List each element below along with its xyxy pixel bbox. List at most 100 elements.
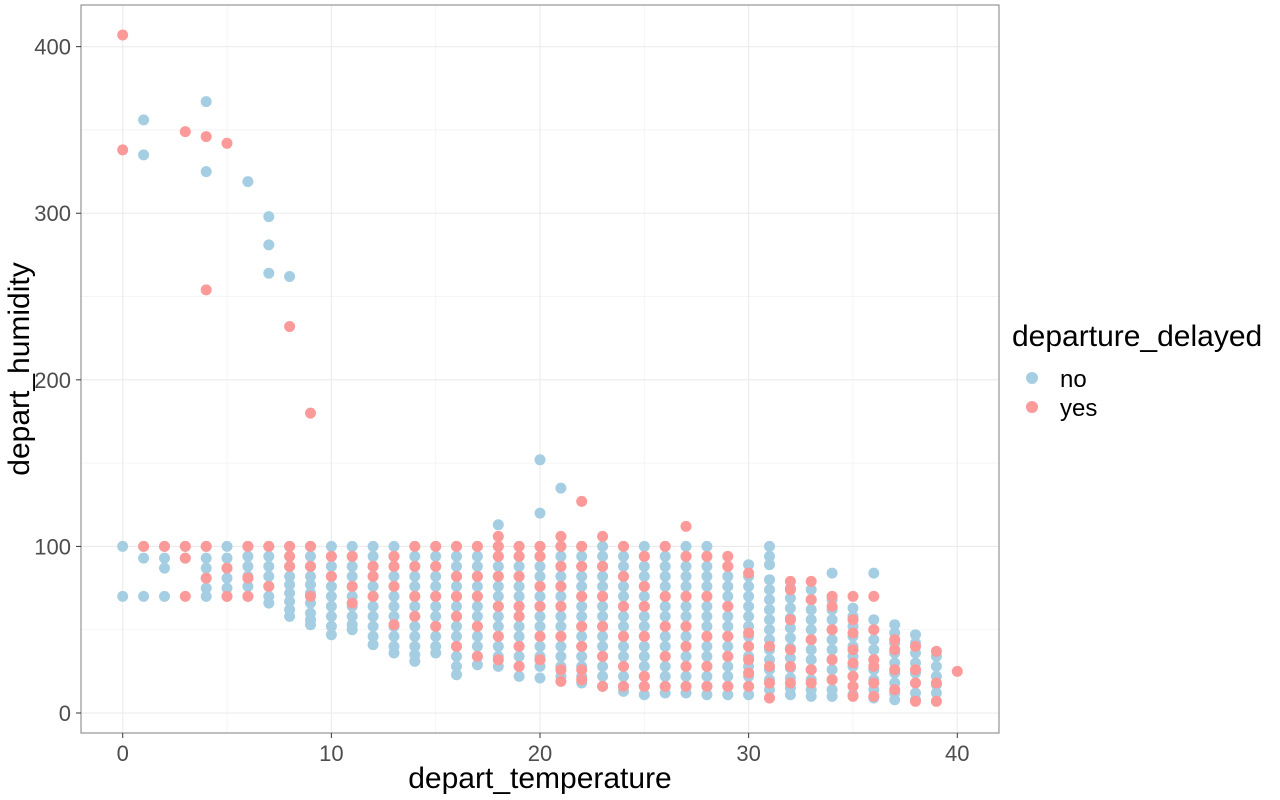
data-point-no (597, 660, 609, 672)
data-point-no (471, 630, 483, 642)
data-point-yes (910, 664, 921, 676)
data-point-yes (722, 650, 734, 662)
data-point-yes (618, 570, 629, 582)
data-point-yes (784, 644, 796, 656)
x-tick-label: 40 (945, 741, 969, 766)
data-point-yes (743, 667, 755, 679)
data-point-yes (576, 640, 588, 652)
data-point-no (409, 655, 421, 667)
data-point-no (325, 600, 337, 612)
data-point-no (659, 610, 671, 622)
y-tick-label: 400 (34, 35, 71, 60)
data-point-no (534, 454, 546, 466)
data-point-no (346, 570, 358, 582)
data-point-yes (743, 654, 755, 666)
grid-lines (81, 5, 999, 733)
data-point-yes (597, 680, 609, 692)
data-point-yes (722, 630, 734, 642)
data-point-no (638, 689, 650, 701)
data-point-no (409, 580, 421, 592)
data-point-yes (451, 610, 462, 622)
data-point-no (284, 271, 296, 282)
data-point-yes (263, 580, 275, 592)
data-point-yes (868, 690, 880, 702)
data-point-yes (430, 560, 442, 572)
data-point-yes (868, 660, 880, 672)
data-point-no (263, 267, 275, 279)
data-point-no (722, 670, 734, 682)
data-point-no (784, 632, 796, 644)
data-point-yes (576, 590, 588, 602)
data-point-yes (430, 590, 442, 602)
data-point-yes (805, 677, 817, 689)
data-point-yes (764, 640, 775, 652)
data-point-no (513, 590, 525, 602)
data-point-no (638, 560, 650, 572)
data-point-yes (471, 650, 483, 662)
data-point-no (513, 560, 525, 572)
data-point-yes (367, 560, 379, 572)
data-point-yes (889, 664, 901, 676)
data-point-yes (576, 495, 588, 507)
data-point-yes (680, 660, 692, 672)
data-point-no (555, 610, 567, 622)
data-point-yes (743, 680, 755, 692)
data-point-no (638, 570, 650, 582)
data-point-yes (576, 540, 588, 552)
data-point-no (492, 640, 504, 652)
data-point-yes (492, 630, 504, 642)
data-point-no (263, 211, 275, 223)
data-point-yes (618, 540, 629, 552)
data-point-no (200, 562, 212, 574)
data-point-yes (597, 590, 609, 602)
data-point-yes (722, 560, 734, 572)
data-point-no (305, 570, 316, 582)
data-point-no (722, 620, 734, 632)
data-point-yes (555, 580, 567, 592)
data-point-no (242, 580, 254, 592)
data-point-no (743, 600, 755, 612)
data-point-no (242, 560, 254, 572)
data-point-no (200, 552, 212, 564)
data-point-no (764, 584, 775, 596)
data-point-no (451, 600, 462, 612)
data-point-no (451, 560, 462, 572)
data-point-no (534, 610, 546, 622)
data-point-yes (784, 614, 796, 626)
data-point-yes (722, 600, 734, 612)
data-point-yes (847, 614, 859, 626)
data-point-yes (534, 550, 546, 562)
data-point-yes (597, 530, 609, 542)
data-point-no (680, 540, 692, 552)
data-point-yes (659, 620, 671, 632)
data-point-no (597, 630, 609, 642)
data-point-yes (618, 600, 629, 612)
data-point-yes (910, 640, 921, 652)
data-point-yes (555, 600, 567, 612)
data-point-yes (284, 550, 296, 562)
data-point-no (325, 580, 337, 592)
data-point-no (701, 620, 713, 632)
data-point-no (471, 560, 483, 572)
data-point-no (555, 550, 567, 562)
data-point-no (826, 614, 838, 626)
data-point-no (597, 600, 609, 612)
data-point-yes (555, 630, 567, 642)
data-point-no (388, 610, 400, 622)
data-point-yes (555, 675, 567, 687)
data-point-no (784, 652, 796, 664)
data-point-yes (409, 540, 421, 552)
data-point-yes (346, 580, 358, 592)
data-point-no (388, 630, 400, 642)
data-point-no (513, 580, 525, 592)
data-point-no (826, 634, 838, 646)
data-point-no (784, 689, 796, 701)
data-point-yes (242, 540, 254, 552)
data-point-no (618, 640, 629, 652)
data-point-no (367, 610, 379, 622)
data-point-no (868, 644, 880, 656)
data-point-no (576, 610, 588, 622)
data-point-no (764, 594, 775, 606)
data-point-yes (868, 677, 880, 689)
data-point-no (534, 507, 546, 519)
